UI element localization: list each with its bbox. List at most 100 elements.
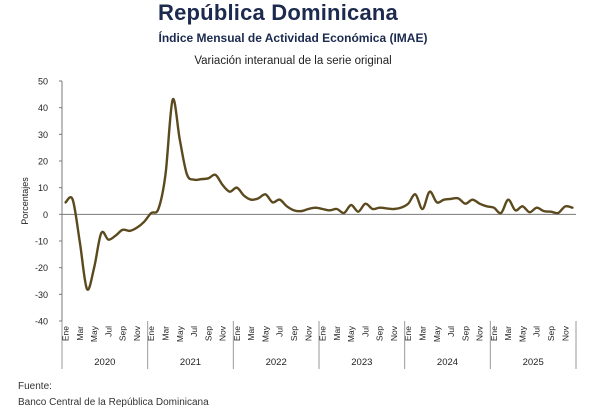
data-point — [550, 210, 552, 212]
x-tick-label: Jul — [189, 326, 199, 337]
year-label: 2022 — [266, 357, 287, 368]
data-point — [150, 212, 152, 214]
x-tick-label: Ene — [489, 326, 499, 341]
x-tick-label: Ene — [232, 326, 242, 341]
x-tick-label: Mar — [246, 326, 256, 341]
data-point — [336, 208, 338, 210]
data-point — [364, 202, 366, 204]
data-point — [564, 205, 566, 207]
data-point — [500, 212, 502, 214]
data-point — [107, 238, 109, 240]
data-point — [171, 98, 173, 100]
year-label: 2025 — [523, 357, 544, 368]
x-tick-label: Sep — [375, 326, 385, 341]
x-tick-label: Sep — [460, 326, 470, 341]
y-tick-label: 30 — [38, 130, 48, 140]
data-point — [486, 205, 488, 207]
data-point — [471, 198, 473, 200]
data-point — [450, 198, 452, 200]
data-point — [421, 208, 423, 210]
data-point — [314, 206, 316, 208]
x-tick-label: Jul — [275, 326, 285, 337]
series-description: Variación interanual de la serie origina… — [194, 55, 392, 67]
data-point — [143, 221, 145, 223]
source-label: Fuente: — [18, 381, 52, 392]
x-tick-label: Nov — [389, 325, 399, 341]
x-tick-label: Mar — [418, 326, 428, 341]
x-tick-label: Sep — [546, 326, 556, 341]
data-point — [279, 198, 281, 200]
data-point — [400, 206, 402, 208]
data-point — [343, 212, 345, 214]
data-point — [250, 198, 252, 200]
y-tick-label: -30 — [35, 290, 48, 300]
data-point — [321, 208, 323, 210]
data-point — [93, 266, 95, 268]
x-tick-label: Ene — [61, 326, 71, 341]
data-point — [164, 173, 166, 175]
data-point — [243, 194, 245, 196]
x-tick-label: May — [260, 325, 270, 342]
data-point — [357, 210, 359, 212]
data-point — [521, 205, 523, 207]
data-point — [371, 208, 373, 210]
data-point — [72, 198, 74, 200]
year-label: 2024 — [437, 357, 458, 368]
y-axis-title: Porcentajes — [20, 177, 30, 225]
data-point — [300, 210, 302, 212]
plot-area — [64, 98, 574, 291]
data-point — [200, 178, 202, 180]
chart-subtitle: Índice Mensual de Actividad Económica (I… — [158, 31, 428, 45]
series-line — [64, 98, 574, 291]
data-point — [378, 206, 380, 208]
x-tick-label: Mar — [75, 326, 85, 341]
data-point — [214, 174, 216, 176]
data-point — [286, 205, 288, 207]
x-tick-label: May — [517, 325, 527, 342]
data-point — [393, 208, 395, 210]
data-point — [229, 190, 231, 192]
data-point — [514, 209, 516, 211]
data-point — [528, 211, 530, 213]
data-point — [478, 202, 480, 204]
data-point — [464, 202, 466, 204]
x-tick-label: Ene — [403, 326, 413, 341]
data-point — [536, 206, 538, 208]
data-point — [64, 201, 66, 203]
data-point — [571, 206, 573, 208]
year-label: 2020 — [94, 357, 115, 368]
data-point — [221, 184, 223, 186]
x-tick-label: Ene — [146, 326, 156, 341]
data-point — [157, 208, 159, 210]
data-point — [179, 138, 181, 140]
data-point — [557, 212, 559, 214]
data-point — [100, 232, 102, 234]
data-point — [428, 190, 430, 192]
x-tick-label: May — [432, 325, 442, 342]
data-point — [407, 202, 409, 204]
line-chart: 50 40 30 20 10 0 -10 -20 -30 -40 Porcentajes Ene Ma… — [20, 77, 577, 369]
data-point — [307, 208, 309, 210]
x-tick-label: Jul — [360, 326, 370, 337]
data-point — [257, 197, 259, 199]
y-tick-label: -40 — [35, 317, 48, 327]
x-tick-label: Nov — [560, 325, 570, 341]
y-tick-label: 40 — [38, 103, 48, 113]
data-point — [207, 177, 209, 179]
y-tick-label: -20 — [35, 263, 48, 273]
x-tick-label: Nov — [303, 325, 313, 341]
data-point — [271, 201, 273, 203]
data-point — [136, 226, 138, 228]
data-point — [443, 198, 445, 200]
x-tick-label: Jul — [103, 326, 113, 337]
data-point — [493, 206, 495, 208]
x-tick-label: Mar — [332, 326, 342, 341]
x-tick-label: Sep — [118, 326, 128, 341]
year-label: 2021 — [180, 357, 201, 368]
x-tick-label: Ene — [318, 326, 328, 341]
data-point — [236, 186, 238, 188]
data-point — [329, 209, 331, 211]
data-point — [436, 201, 438, 203]
chart-title: República Dominicana — [158, 0, 398, 25]
x-tick-label: May — [175, 325, 185, 342]
